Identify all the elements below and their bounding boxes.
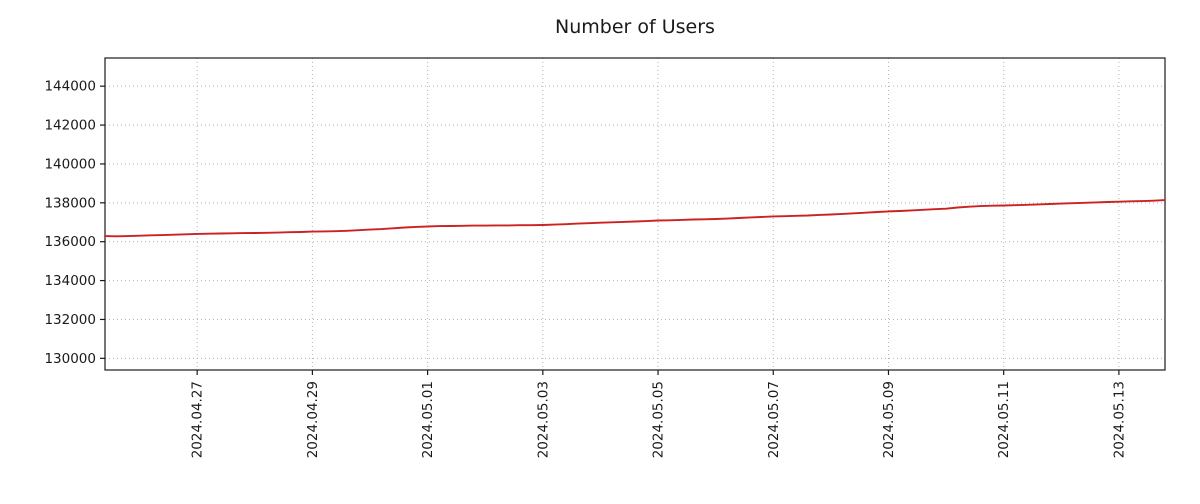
x-tick-label: 2024.05.09 [881,381,897,458]
x-tick-label: 2024.04.27 [190,381,206,458]
y-tick-label: 136000 [44,234,96,250]
y-tick-label: 144000 [44,79,96,95]
x-tick-label: 2024.05.05 [651,381,667,458]
x-tick-label: 2024.05.03 [535,381,551,458]
tick-labels: 130000 132000 134000 136000 138000 140000 1420… [44,79,1127,459]
axes [104,57,1166,371]
y-tick-label: 140000 [44,156,96,172]
series-line-users [104,199,1166,238]
x-tick-label: 2024.04.29 [305,381,321,458]
y-tick-label: 130000 [44,351,96,367]
x-tick-label: 2024.05.07 [766,381,782,458]
y-tick-label: 142000 [44,118,96,134]
x-tick-label: 2024.05.01 [420,381,436,458]
x-tick-label: 2024.05.13 [1111,381,1127,458]
y-tick-label: 132000 [44,312,96,328]
data-series [104,199,1166,238]
y-tick-label: 134000 [44,273,96,289]
x-tick-label: 2024.05.11 [996,381,1012,458]
y-tick-label: 138000 [44,195,96,211]
chart-title: Number of Users [555,16,715,38]
tick-marks [100,85,1120,375]
grid-lines [105,58,1165,370]
